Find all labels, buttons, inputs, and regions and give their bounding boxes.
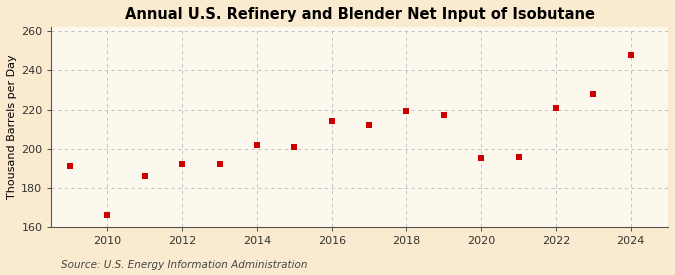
Point	[364, 123, 375, 127]
Point	[588, 92, 599, 96]
Point	[177, 162, 188, 167]
Point	[252, 142, 263, 147]
Point	[214, 162, 225, 167]
Point	[326, 119, 337, 123]
Point	[289, 145, 300, 149]
Point	[439, 113, 450, 118]
Point	[513, 154, 524, 159]
Point	[102, 213, 113, 218]
Point	[401, 109, 412, 114]
Point	[625, 53, 636, 57]
Y-axis label: Thousand Barrels per Day: Thousand Barrels per Day	[7, 55, 17, 199]
Text: Source: U.S. Energy Information Administration: Source: U.S. Energy Information Administ…	[61, 260, 307, 270]
Point	[140, 174, 151, 178]
Title: Annual U.S. Refinery and Blender Net Input of Isobutane: Annual U.S. Refinery and Blender Net Inp…	[125, 7, 595, 22]
Point	[476, 156, 487, 161]
Point	[65, 164, 76, 169]
Point	[551, 105, 562, 110]
